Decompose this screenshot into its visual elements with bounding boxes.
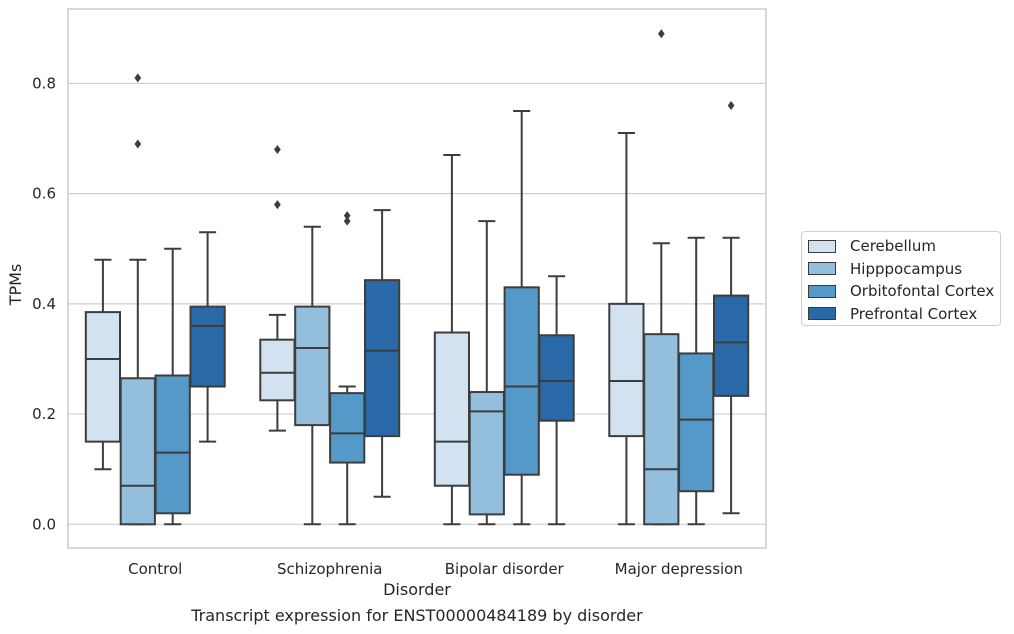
chart-caption: Transcript expression for ENST0000048418…	[191, 606, 643, 625]
box	[189, 305, 226, 388]
box	[712, 294, 750, 397]
y-tick-label: 0.0	[32, 515, 56, 533]
outlier-point	[274, 145, 281, 155]
outlier-point	[134, 73, 142, 83]
box	[329, 392, 366, 464]
x-tick-label: Schizophrenia	[277, 560, 382, 578]
x-axis-title: Disorder	[383, 580, 451, 599]
box	[119, 377, 156, 526]
y-tick-label: 0.2	[32, 405, 56, 423]
y-tick-label: 0.6	[32, 185, 56, 203]
box	[538, 334, 575, 422]
box	[503, 286, 540, 476]
outlier-point	[134, 139, 142, 149]
legend-swatch	[808, 262, 836, 275]
legend-label: Hipppocampus	[850, 259, 963, 278]
y-tick-label: 0.8	[32, 74, 56, 92]
box	[433, 331, 471, 487]
box	[84, 311, 122, 443]
box	[363, 279, 401, 438]
legend-label: Prefrontal Cortex	[850, 304, 978, 323]
box	[643, 333, 680, 526]
legend-item: Hipppocampus	[808, 259, 962, 279]
outlier-point	[343, 211, 351, 221]
x-tick-label: Control	[128, 560, 182, 578]
legend-item: Prefrontal Cortex	[808, 304, 977, 324]
box	[259, 338, 296, 402]
outlier-point	[727, 100, 735, 110]
box	[608, 302, 645, 438]
legend-swatch	[808, 284, 836, 298]
box	[154, 374, 191, 515]
outlier-point	[343, 216, 351, 226]
legend-label: Cerebellum	[850, 237, 936, 255]
box	[678, 352, 715, 493]
y-tick-label: 0.4	[32, 295, 56, 313]
legend-item: Cerebellum	[808, 236, 936, 256]
x-tick-label: Major depression	[615, 560, 743, 578]
box	[294, 305, 331, 427]
legend-swatch	[808, 307, 836, 320]
x-tick-label: Bipolar disorder	[445, 560, 565, 578]
outlier-point	[274, 200, 281, 210]
legend-swatch	[808, 239, 836, 253]
legend: Cerebellum Hipppocampus Orbitofontal Corte…	[801, 231, 1001, 326]
legend-label: Orbitofontal Cortex	[850, 282, 995, 300]
y-axis-title: TPMs	[6, 264, 25, 307]
legend-item: Orbitofontal Cortex	[808, 281, 994, 301]
outlier-point	[657, 29, 665, 39]
plot-frame	[67, 8, 767, 549]
